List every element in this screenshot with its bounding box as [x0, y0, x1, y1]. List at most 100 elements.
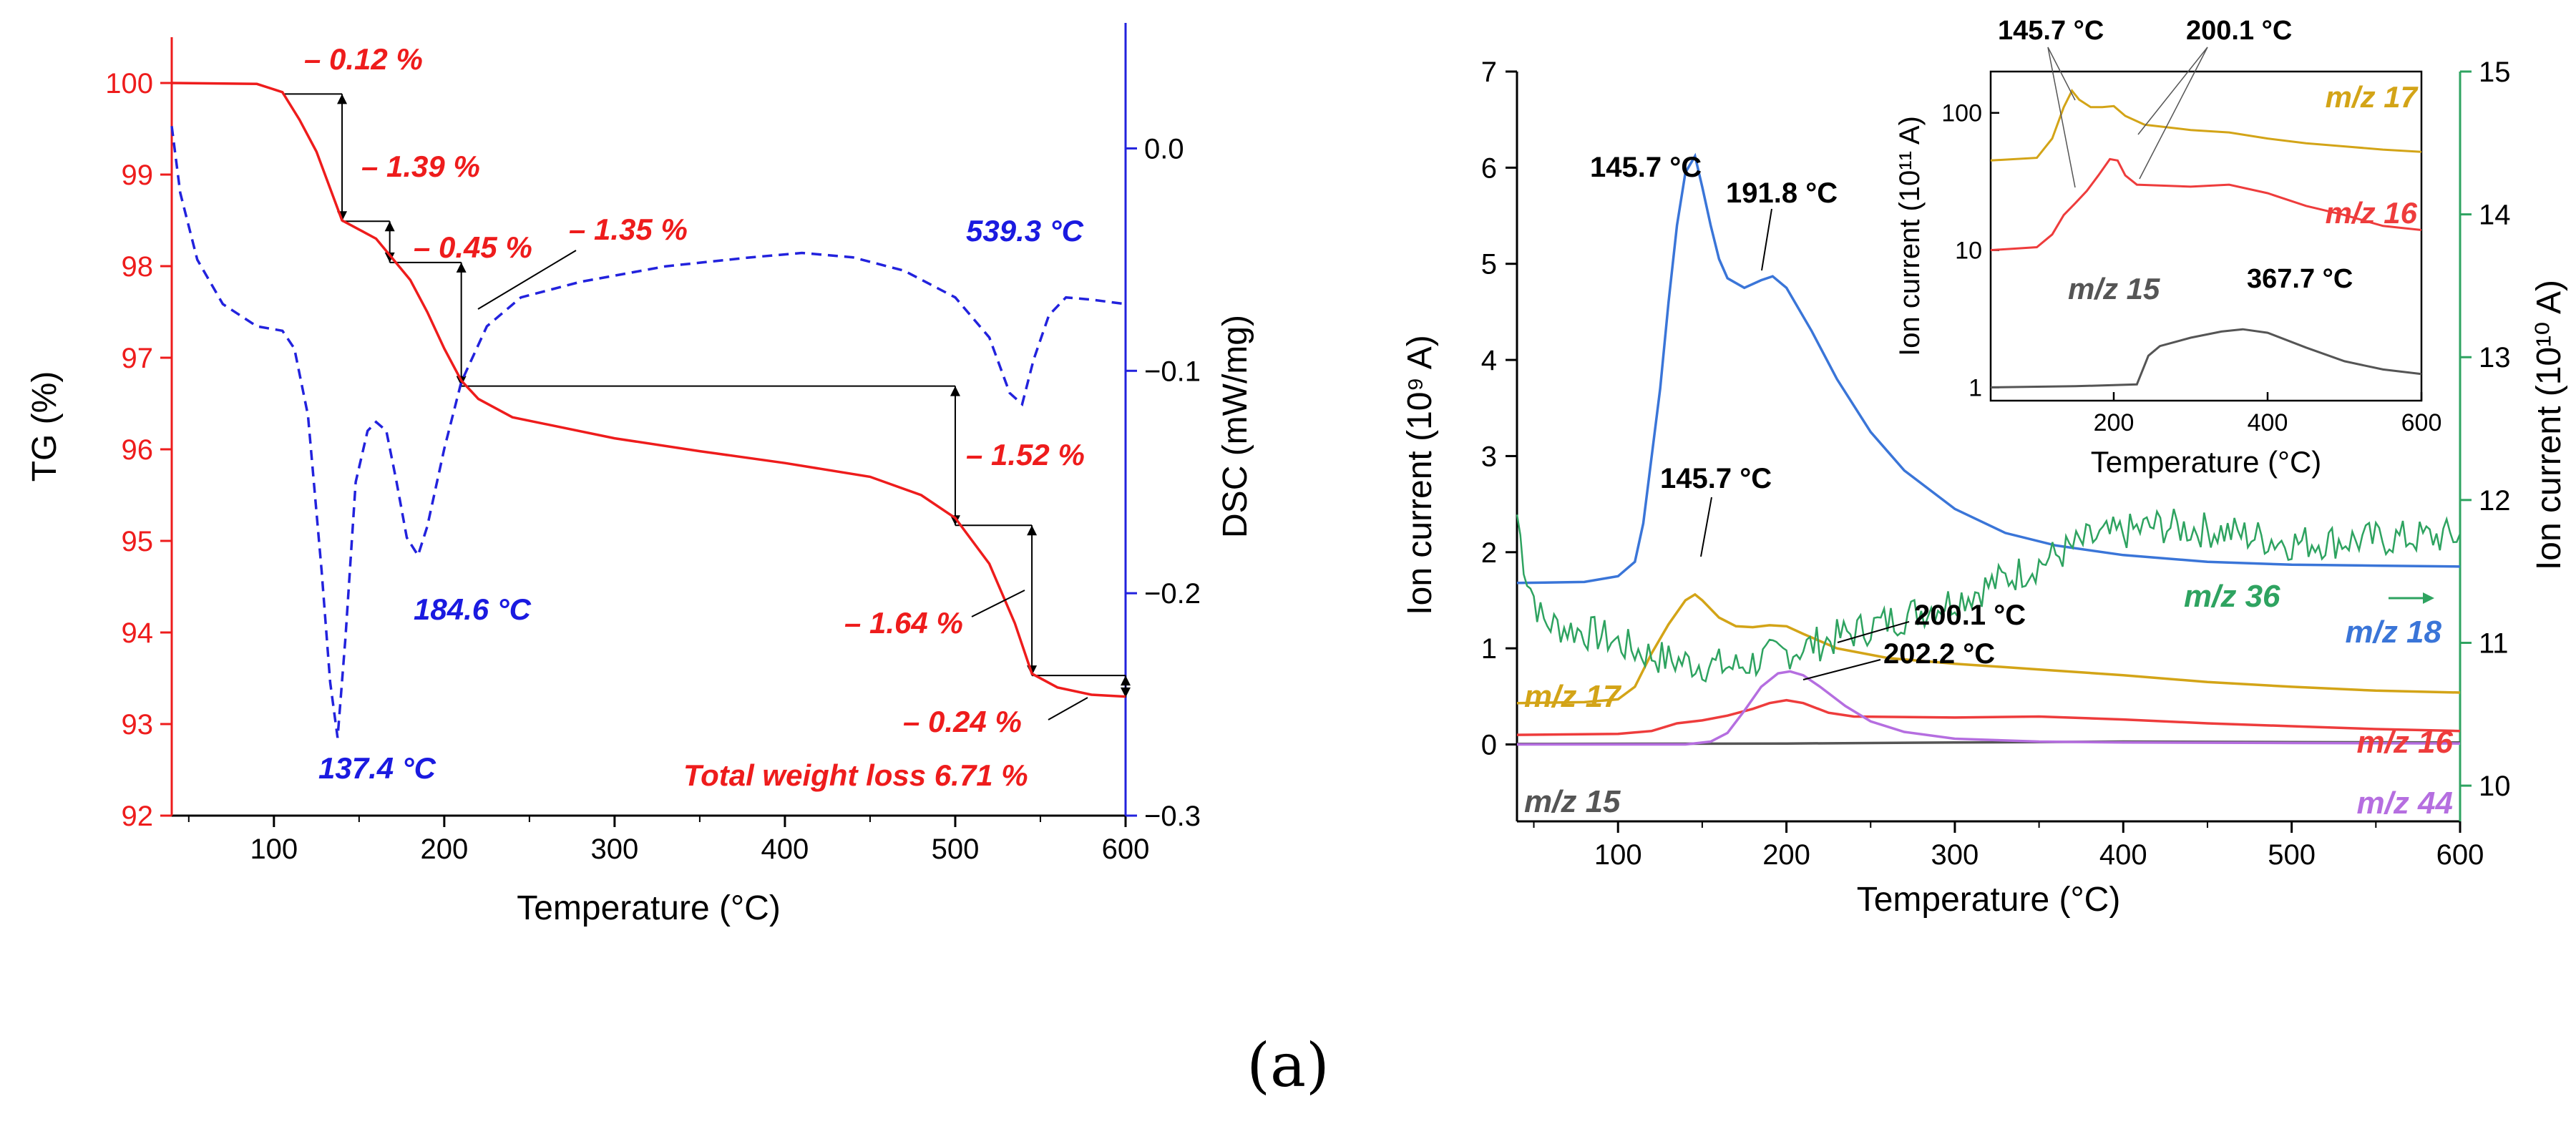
step-arrowhead — [950, 386, 960, 396]
y-right-tick-label: 10 — [2479, 771, 2511, 802]
y-left-tick-label: 97 — [122, 343, 154, 374]
y-left-axis-title: Ion current (10⁹ A) — [1401, 335, 1439, 615]
inset-frame — [1989, 70, 2423, 402]
annotation-label: 539.3 °C — [966, 214, 1084, 248]
annotation-pointer — [1837, 621, 1910, 643]
annotation-label: – 0.24 % — [903, 705, 1022, 738]
ion-current-chart: 100 200 300 400 500 60001234567101112131415Te… — [1401, 57, 2568, 919]
y-left-tick-label: 0 — [1481, 730, 1497, 761]
x-axis-title: Temperature (°C) — [1857, 881, 2121, 919]
inset-y-axis-title: Ion current (10¹¹ A) — [1894, 116, 1926, 356]
y-left-tick-label: 99 — [122, 160, 154, 191]
peak-label: 200.1 °C — [1914, 600, 2026, 631]
x-tick-label: 100 — [1594, 839, 1642, 871]
y-left-tick-label: 95 — [122, 526, 154, 557]
inset-x-tick-label: 200 — [2094, 409, 2135, 436]
series-label: m/z 17 — [1524, 679, 1622, 714]
step-arrowhead — [456, 262, 467, 273]
x-tick-label: 300 — [1931, 839, 1979, 871]
annotation-pointer — [1802, 659, 1881, 680]
x-tick-label: 500 — [2268, 839, 2316, 871]
inset-pointer — [2139, 47, 2208, 180]
annotation-label: – 1.35 % — [569, 212, 688, 246]
y-left-tick-label: 94 — [122, 617, 154, 649]
step-arrowhead — [1027, 525, 1038, 536]
y-left-tick-label: 100 — [105, 68, 153, 99]
x-tick-label: 200 — [1762, 839, 1810, 871]
step-arrowhead — [950, 515, 960, 526]
annotation-pointer — [971, 590, 1025, 617]
inset-x-tick-label: 400 — [2248, 409, 2288, 436]
x-tick-label: 400 — [761, 834, 809, 865]
peak-label: 145.7 °C — [1660, 463, 1772, 494]
inset-pointer — [2047, 47, 2076, 188]
tg-line — [171, 82, 1126, 698]
y-right-tick-label: 14 — [2479, 200, 2511, 231]
inset-y-tick-label: 1 — [1968, 374, 1982, 401]
annotation-pointer — [1761, 208, 1772, 271]
step-arrowhead — [337, 94, 348, 104]
inset-peak-label: 145.7 °C — [1998, 16, 2104, 46]
annotation-label: – 1.39 % — [361, 150, 480, 183]
series-label: m/z 18 — [2345, 615, 2441, 650]
x-tick-label: 400 — [2099, 839, 2147, 871]
y-left-tick-label: 6 — [1481, 152, 1497, 184]
peak-label: 191.8 °C — [1726, 177, 1838, 209]
x-tick-label: 600 — [2436, 839, 2484, 871]
y-left-tick-label: 5 — [1481, 249, 1497, 280]
series-line-m-z-18 — [1516, 152, 2461, 585]
x-axis-title: Temperature (°C) — [517, 889, 781, 927]
annotation-label: 137.4 °C — [318, 751, 436, 785]
y-right-tick-label: −0.2 — [1144, 578, 1201, 610]
peak-label: 145.7 °C — [1590, 152, 1702, 183]
x-tick-label: 200 — [420, 834, 468, 865]
series-line-m-z-36 — [1516, 508, 2462, 683]
x-tick-label: 600 — [1102, 834, 1150, 865]
series-line-m-z-16 — [1516, 698, 2461, 736]
series-label: m/z 36 — [2184, 579, 2280, 614]
inset-peak-label: 367.7 °C — [2247, 264, 2353, 294]
y-left-tick-label: 7 — [1481, 57, 1497, 88]
inset-series-line-m-z-16 — [1990, 157, 2422, 252]
y-right-tick-label: 12 — [2479, 485, 2511, 517]
annotation-pointer — [477, 250, 577, 310]
series-label: m/z 44 — [2356, 786, 2453, 821]
y-left-tick-label: 1 — [1481, 633, 1497, 665]
inset-series-label: m/z 16 — [2326, 196, 2418, 230]
inset-series-label: m/z 15 — [2068, 272, 2160, 306]
inset-pointer — [2137, 47, 2208, 135]
series-arrowhead — [2423, 592, 2434, 604]
y-left-tick-label: 92 — [122, 801, 154, 832]
annotation-label: – 1.64 % — [844, 606, 963, 640]
y-left-tick-label: 4 — [1481, 345, 1497, 376]
annotation-label: – 0.12 % — [304, 42, 423, 76]
y-left-tick-label: 93 — [122, 709, 154, 741]
inset-y-tick-label: 10 — [1955, 238, 1982, 265]
tg-dsc-chart: 100 200 300 400 500 600 92 93 94 95 96 97 98 99 100 −0.… — [26, 23, 1254, 927]
annotation-label: – 1.52 % — [966, 438, 1085, 471]
inset-series-line-m-z-17 — [1990, 89, 2422, 162]
y-right-tick-label: 13 — [2479, 342, 2511, 373]
step-arrowhead — [384, 252, 395, 263]
annotation-pointer — [1048, 697, 1088, 720]
annotation-label: 184.6 °C — [414, 592, 532, 626]
y-right-tick-label: 0.0 — [1144, 133, 1184, 165]
inset-series-line-m-z-15 — [1990, 328, 2422, 388]
y-right-tick-label: −0.3 — [1144, 801, 1201, 832]
step-arrowhead — [1121, 687, 1131, 698]
y-right-tick-label: −0.1 — [1144, 356, 1201, 387]
step-arrowhead — [384, 221, 395, 232]
figure-caption: (a) — [1246, 1030, 1330, 1100]
y-right-axis-title: DSC (mW/mg) — [1216, 315, 1254, 538]
series-label: m/z 16 — [2356, 725, 2453, 760]
y-left-tick-label: 96 — [122, 434, 154, 466]
y-left-tick-label: 3 — [1481, 441, 1497, 472]
inset-x-axis-title: Temperature (°C) — [2091, 445, 2322, 479]
dsc-line — [170, 126, 1126, 738]
inset-y-tick-label: 100 — [1941, 100, 1982, 127]
x-tick-label: 500 — [932, 834, 980, 865]
annotation-label: – 0.45 % — [414, 230, 532, 264]
series-line-m-z-17 — [1516, 592, 2461, 705]
series-label: m/z 15 — [1524, 784, 1621, 819]
